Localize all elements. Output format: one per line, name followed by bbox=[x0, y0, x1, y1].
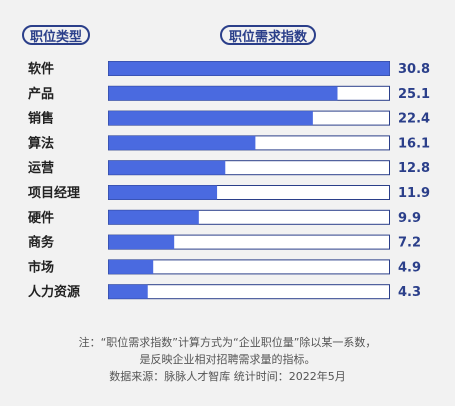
value-label: 22.4 bbox=[398, 112, 430, 127]
bar bbox=[108, 135, 256, 150]
bar bbox=[108, 235, 175, 250]
bar bbox=[108, 160, 226, 175]
value-label: 9.9 bbox=[398, 211, 421, 226]
bar bbox=[108, 111, 313, 126]
value-label: 4.3 bbox=[398, 285, 421, 300]
bar bbox=[108, 259, 154, 274]
bar bbox=[108, 86, 338, 101]
category-label: 产品 bbox=[28, 86, 54, 102]
note-line-1: 注：“职位需求指数”计算方式为“企业职位量”除以某一系数， bbox=[78, 336, 377, 349]
value-label: 25.1 bbox=[398, 87, 430, 102]
category-label: 销售 bbox=[28, 111, 54, 127]
chart-notes: 注：“职位需求指数”计算方式为“企业职位量”除以某一系数， 是反映企业相对招聘需… bbox=[0, 334, 455, 385]
data-source-line: 数据来源：脉脉人才智库 统计时间：2022年5月 bbox=[109, 370, 346, 383]
category-label: 硬件 bbox=[28, 210, 54, 226]
category-label: 软件 bbox=[28, 61, 54, 77]
value-label: 30.8 bbox=[398, 62, 430, 77]
index-column-header: 职位需求指数 bbox=[220, 25, 316, 45]
bar-chart: 软件 30.8 产品 25.1 销售 22.4 算法 16.1 运营 12.8 项目经理 11.9 硬件… bbox=[28, 61, 430, 300]
category-label: 人力资源 bbox=[28, 284, 80, 300]
bar bbox=[108, 185, 218, 200]
category-label: 运营 bbox=[28, 160, 54, 176]
note-line-2: 是反映企业相对招聘需求量的指标。 bbox=[139, 353, 316, 366]
category-label: 商务 bbox=[28, 235, 55, 251]
bar-track bbox=[108, 284, 390, 300]
value-label: 7.2 bbox=[398, 236, 421, 251]
value-label: 12.8 bbox=[398, 161, 430, 176]
category-label: 项目经理 bbox=[28, 185, 80, 201]
category-column-header: 职位类型 bbox=[22, 25, 90, 45]
value-label: 11.9 bbox=[398, 186, 430, 201]
bar bbox=[108, 210, 199, 225]
bar bbox=[108, 61, 390, 76]
bar bbox=[108, 284, 148, 299]
category-label: 市场 bbox=[28, 259, 54, 275]
value-label: 4.9 bbox=[398, 260, 421, 275]
category-label: 算法 bbox=[28, 135, 54, 151]
value-label: 16.1 bbox=[398, 136, 430, 151]
